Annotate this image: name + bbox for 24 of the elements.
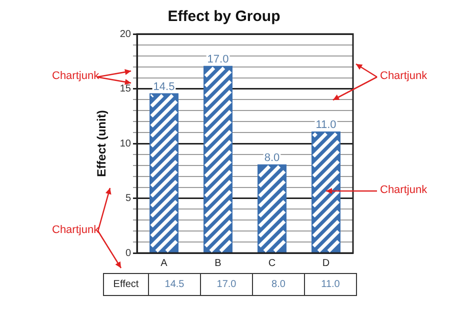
x-tick-label: A [160,258,168,269]
y-axis-title: Effect (unit) [94,110,109,177]
text: 17.0 [207,53,229,66]
data-label: 8.0 [252,274,304,296]
text: Chartjunk [52,70,100,82]
x-tick-label: C [268,258,276,269]
y-tick-label: 20 [120,28,132,40]
text: Chartjunk [380,70,428,82]
data-label: 17.0 [200,274,252,296]
data-label: 14.5 [148,274,200,296]
text: 11.0 [316,119,336,132]
y-tick-label: 0 [125,248,132,259]
text: Effect [104,274,148,296]
chart-title: Effect by Group [168,8,280,26]
text: Chartjunk [52,224,100,236]
text: 8.0 [264,152,280,164]
text: 14.5 [153,80,175,93]
x-tick-label: B [214,258,222,269]
data-label: 11.0 [304,274,356,296]
x-tick-label: D [322,258,330,269]
y-tick-label: 5 [125,193,132,204]
y-tick-label: 10 [120,138,132,150]
text: Chartjunk [380,184,428,196]
y-tick-label: 15 [120,84,132,94]
